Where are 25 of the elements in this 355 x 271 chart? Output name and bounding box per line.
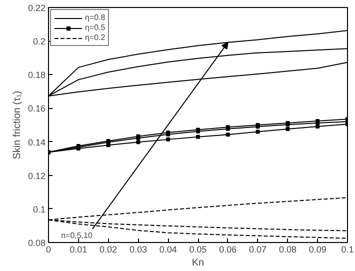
y-tick-label: 0.18 [28, 70, 46, 80]
x-tick-label: 0.1 [341, 244, 354, 254]
y-tick-label: 0.22 [28, 3, 46, 13]
x-tick-label: 0.05 [189, 244, 207, 254]
legend-label: η=0.5 [85, 23, 106, 32]
x-axis-title: Kn [192, 258, 204, 268]
x-tick-label: 0 [46, 244, 52, 254]
x-tick-label: 0.04 [159, 244, 177, 254]
x-tick-label: 0.06 [219, 244, 237, 254]
x-tick-label: 0.08 [278, 244, 296, 254]
x-tick-label: 0.07 [249, 244, 267, 254]
x-tick-label: 0.09 [308, 244, 326, 254]
x-tick-label: 0.03 [129, 244, 147, 254]
y-tick-label: 0.14 [28, 137, 46, 148]
x-tick-label: 0.02 [100, 244, 118, 254]
x-tick-label: 0.01 [70, 244, 88, 254]
y-axis-title: Skin friction (τ₁) [12, 90, 23, 160]
legend-label: η=0.8 [85, 13, 106, 22]
y-tick-label: 0.2 [32, 36, 46, 47]
y-tick-label: 0.16 [28, 104, 46, 114]
y-tick-label: 0.12 [28, 170, 46, 181]
legend-label: η=0.2 [85, 33, 106, 42]
y-tick-label: 0.08 [28, 238, 46, 248]
y-tick-label: 0.1 [32, 204, 46, 214]
annotation: n=0,5,10 [61, 231, 94, 240]
